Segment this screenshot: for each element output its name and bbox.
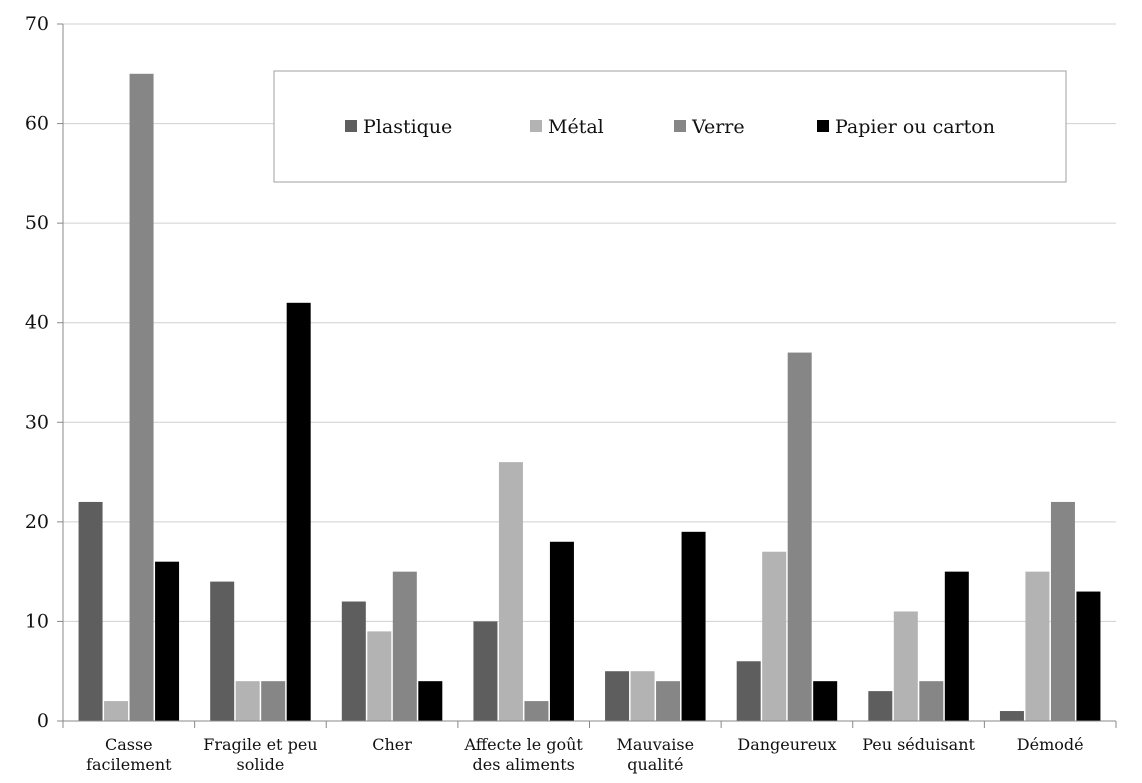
x-category-label: Fragile et peu bbox=[203, 735, 317, 754]
y-tick-labels: 0 10 20 30 40 50 60 70 bbox=[25, 13, 49, 732]
x-category-label: Cher bbox=[372, 735, 412, 754]
x-category-label: Casse bbox=[105, 735, 153, 754]
bar bbox=[656, 681, 681, 721]
bar bbox=[392, 571, 417, 721]
bar bbox=[549, 541, 574, 721]
y-tick-label: 60 bbox=[25, 113, 49, 135]
bar bbox=[999, 711, 1024, 721]
y-tick-label: 20 bbox=[25, 511, 49, 533]
y-tick-label: 0 bbox=[37, 710, 49, 732]
legend: Plastique Métal Verre Papier ou carton bbox=[273, 70, 1067, 183]
axes bbox=[57, 23, 1117, 728]
x-category-label: solide bbox=[237, 755, 285, 774]
legend-swatch bbox=[530, 120, 542, 132]
bar bbox=[630, 671, 655, 721]
bar bbox=[341, 601, 366, 721]
bar bbox=[919, 681, 944, 721]
legend-label: Verre bbox=[691, 116, 745, 138]
bar bbox=[78, 501, 103, 721]
bars bbox=[78, 73, 1101, 722]
y-tick-label: 40 bbox=[25, 312, 49, 334]
legend-swatch bbox=[817, 120, 829, 132]
bar bbox=[261, 681, 286, 721]
bar bbox=[1050, 501, 1075, 721]
x-category-label: Démodé bbox=[1017, 735, 1084, 754]
legend-box bbox=[273, 70, 1067, 183]
bar bbox=[1025, 571, 1050, 721]
bar bbox=[104, 701, 129, 721]
bar bbox=[498, 462, 523, 721]
bar bbox=[235, 681, 260, 721]
bar bbox=[1076, 591, 1101, 721]
bar bbox=[418, 681, 443, 721]
x-category-label: qualité bbox=[627, 755, 683, 774]
x-category-label: des aliments bbox=[473, 755, 575, 774]
bar bbox=[605, 671, 630, 721]
x-category-label: Affecte le goût bbox=[464, 735, 584, 754]
bar bbox=[210, 581, 235, 721]
bar bbox=[367, 631, 392, 721]
legend-label: Papier ou carton bbox=[835, 116, 995, 138]
bar bbox=[155, 561, 180, 721]
bar bbox=[893, 611, 918, 721]
bar bbox=[681, 531, 706, 721]
bar bbox=[944, 571, 969, 721]
y-tick-label: 10 bbox=[25, 610, 49, 632]
y-tick-label: 70 bbox=[25, 13, 49, 35]
y-tick-label: 50 bbox=[25, 212, 49, 234]
x-category-label: facilement bbox=[86, 755, 172, 774]
legend-swatch bbox=[345, 120, 357, 132]
x-category-label: Dangeureux bbox=[737, 735, 836, 754]
x-category-label: Mauvaise bbox=[617, 735, 695, 754]
y-tick-label: 30 bbox=[25, 411, 49, 433]
bar bbox=[736, 661, 761, 721]
legend-label: Plastique bbox=[363, 116, 452, 138]
bar bbox=[868, 691, 893, 721]
bar bbox=[524, 701, 549, 721]
bar bbox=[813, 681, 838, 721]
legend-swatch bbox=[674, 120, 686, 132]
bar bbox=[787, 352, 812, 721]
bar bbox=[473, 621, 498, 721]
bar bbox=[762, 551, 787, 721]
bar bbox=[129, 73, 154, 722]
bar bbox=[286, 302, 311, 721]
legend-label: Métal bbox=[548, 116, 604, 138]
x-category-label: Peu séduisant bbox=[862, 735, 975, 754]
